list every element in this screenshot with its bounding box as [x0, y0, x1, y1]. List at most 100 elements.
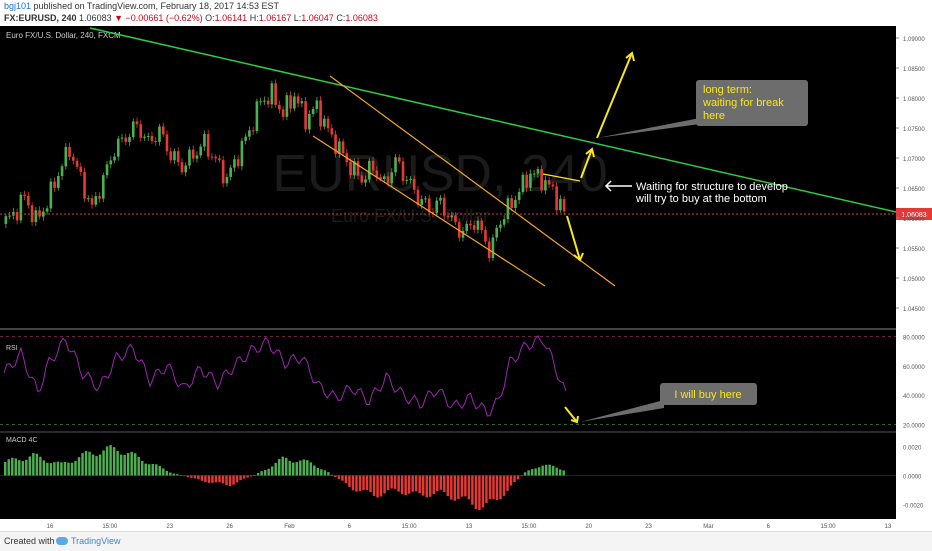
macd-bar	[270, 466, 274, 476]
candle-body	[514, 200, 517, 208]
long-term-trendline[interactable]	[89, 27, 897, 213]
tradingview-logo[interactable]: TradingView	[56, 536, 121, 546]
callout-buy[interactable]: I will buy here	[580, 383, 757, 422]
candle-body	[251, 130, 255, 132]
macd-bar	[18, 460, 21, 476]
macd-bar	[351, 475, 355, 491]
down-arrow-head	[573, 252, 584, 262]
watermark-name: Euro FX/U.S. Dollar	[331, 206, 489, 226]
macd-bar	[162, 468, 165, 476]
candle-body	[259, 101, 262, 103]
candle-body	[270, 83, 274, 105]
macd-bar	[116, 451, 119, 476]
price-tick-label: 1.05500	[903, 247, 925, 253]
macd-bar	[249, 475, 253, 477]
note-structure-line2: will try to buy at the bottom	[635, 193, 767, 205]
macd-bar	[137, 456, 140, 476]
callout-buy-text: I will buy here	[674, 389, 741, 401]
candle-body	[218, 158, 221, 161]
candle-body	[263, 100, 266, 102]
candle-body	[326, 118, 330, 129]
candle-body	[98, 196, 101, 199]
candle-body	[364, 179, 367, 183]
callout-long-term[interactable]: long term: waiting for break here	[597, 80, 808, 138]
time-axis[interactable]: 16 15:00 23 26 Feb 6 15:00 13 15:00 20 23 Mar 6 15:00…	[47, 524, 892, 530]
macd-bar	[221, 475, 225, 484]
macd-bar	[464, 475, 467, 497]
macd-bar	[344, 475, 348, 484]
candle-body	[330, 128, 334, 135]
macd-bar	[77, 457, 81, 476]
macd-bar	[84, 450, 88, 476]
footer: Created with TradingView	[0, 531, 932, 551]
macd-bar	[112, 447, 116, 476]
macd-bar	[555, 467, 558, 476]
macd-bar	[302, 459, 306, 476]
candle-body	[544, 180, 547, 191]
candle-body	[465, 223, 469, 231]
chart-canvas[interactable]: EURUSD, 240 Euro FX/U.S. Dollar Euro FX/…	[0, 26, 932, 531]
candle-body	[469, 223, 472, 226]
macd-bar	[263, 469, 267, 476]
rsi-axis[interactable]: 80.0000 60.0000 40.0000 20.0000	[903, 335, 925, 429]
macd-bar	[530, 469, 534, 476]
candle-body	[442, 197, 446, 216]
structure-top-line[interactable]	[542, 173, 581, 182]
price-tick-label: 1.06500	[903, 187, 925, 193]
candle-body	[491, 237, 495, 259]
candle-body	[409, 178, 412, 180]
candle-body	[495, 227, 498, 238]
channel-lower-line[interactable]	[312, 135, 546, 287]
author-link[interactable]: bgj101	[4, 1, 32, 11]
publish-info: published on TradingView.com, February 1…	[33, 1, 280, 11]
macd-axis[interactable]: 0.0020 0.0000 -0.0020	[903, 446, 924, 510]
macd-bar	[523, 472, 527, 476]
candle-body	[315, 100, 319, 109]
price-axis-panel	[896, 26, 932, 531]
macd-bar	[158, 465, 162, 476]
macd-bar	[355, 475, 358, 492]
macd-bar	[70, 462, 74, 476]
callout-long-term-line3: here	[703, 110, 725, 122]
macd-bar	[421, 475, 425, 496]
candle-body	[360, 175, 364, 183]
candle-body	[161, 126, 165, 135]
rsi-down-arrow	[564, 406, 578, 423]
candle-body	[8, 215, 11, 217]
candle-body	[274, 83, 277, 105]
candle-body	[180, 162, 184, 173]
candle-body	[233, 159, 236, 168]
candle-body	[79, 166, 83, 172]
macd-bar	[144, 463, 147, 476]
candle-body	[146, 135, 150, 137]
candle-body	[529, 173, 532, 188]
candle-body	[555, 186, 558, 211]
price-axis[interactable]: 1.09000 1.08500 1.08000 1.07500 1.07000 1.065…	[896, 37, 925, 313]
open-label: O:	[205, 13, 215, 23]
candle-body	[116, 138, 120, 157]
candle-body	[412, 178, 416, 190]
macd-bar	[400, 475, 404, 495]
candle-body	[341, 141, 345, 154]
macd-bar	[425, 475, 428, 498]
macd-bar	[404, 475, 407, 496]
time-tick-label: 15:00	[102, 524, 118, 530]
candle-body	[304, 101, 307, 130]
macd-bar	[348, 475, 351, 487]
candle-body	[191, 149, 195, 159]
macd-bar	[316, 467, 320, 476]
candle-body	[278, 104, 281, 110]
ohlc-line: FX:EURUSD, 240 1.06083 ▼ −0.00661 (−0.62…	[4, 13, 378, 23]
candle-body	[173, 151, 176, 161]
candle-body	[480, 220, 484, 231]
candle-body	[206, 134, 210, 157]
macd-bar	[362, 475, 365, 490]
up-arrow	[580, 148, 593, 179]
close-value: 1.06083	[345, 13, 378, 23]
price-tick-label: 1.07000	[903, 157, 925, 163]
channel-upper-line[interactable]	[329, 75, 616, 287]
macd-bar	[193, 475, 197, 479]
close-label: C:	[336, 13, 346, 23]
rsi-tick-label: 40.0000	[903, 394, 925, 400]
macd-bar	[246, 475, 249, 478]
